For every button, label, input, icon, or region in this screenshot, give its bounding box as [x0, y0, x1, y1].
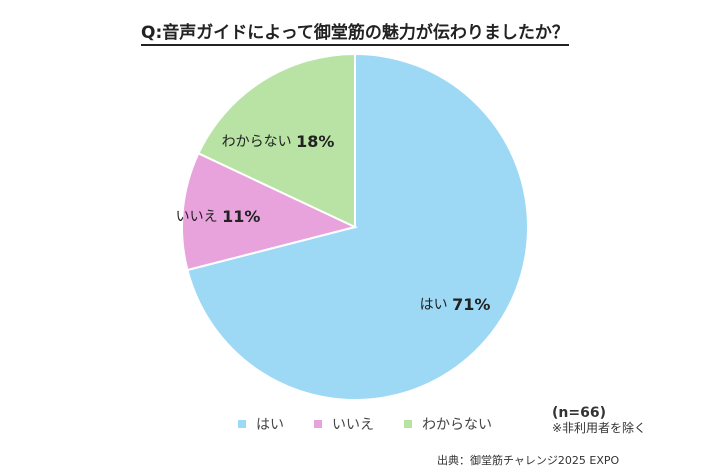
source-credit: 出典：御堂筋チャレンジ2025 EXPO	[437, 454, 620, 467]
legend-item-yes: はい	[238, 414, 284, 434]
slice-yes	[186, 52, 529, 401]
sample-size: (n=66)	[552, 405, 606, 421]
chart-title: Q:音声ガイドによって御堂筋の魅力が伝わりましたか？	[0, 18, 710, 46]
legend-swatch-unknown	[404, 420, 412, 428]
slice-no	[181, 152, 358, 272]
legend-item-unknown: わからない	[404, 414, 492, 434]
legend-label-unknown: わからない	[422, 417, 492, 433]
chart-legend: はい いいえ わからない	[238, 414, 492, 434]
chart-title-text: Q:音声ガイドによって御堂筋の魅力が伝わりましたか？	[141, 23, 569, 46]
slice-yes-label: はい 71%	[420, 295, 491, 314]
legend-swatch-yes	[238, 420, 246, 428]
legend-item-no: いいえ	[314, 414, 374, 434]
exclusion-note: ※非利用者を除く	[552, 421, 647, 435]
slice-unknown-label: わからない 18%	[222, 132, 335, 151]
slice-unknown	[197, 52, 356, 229]
legend-label-yes: はい	[256, 417, 284, 433]
legend-swatch-no	[314, 420, 322, 428]
legend-label-no: いいえ	[332, 417, 374, 433]
sample-note: (n=66) ※非利用者を除く	[552, 406, 646, 436]
slice-no-label: いいえ 11%	[176, 207, 261, 226]
